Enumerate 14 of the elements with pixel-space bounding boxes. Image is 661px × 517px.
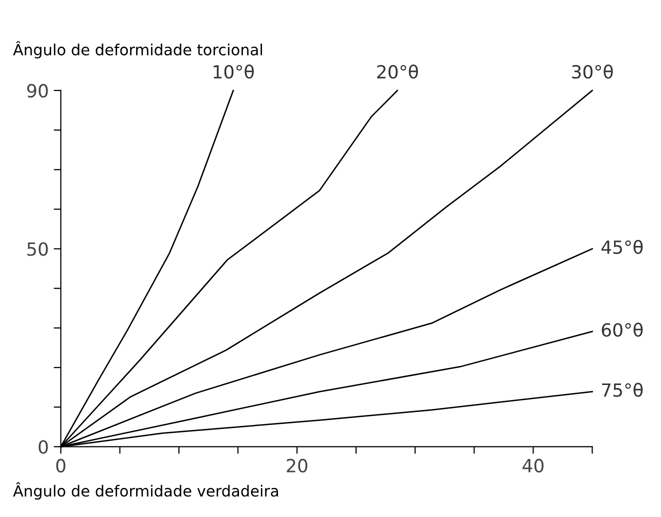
series-label: 20°θ	[377, 64, 418, 79]
y-tick-label: 0	[38, 440, 48, 454]
x-axis-title: Ângulo de deformidade verdadeira	[13, 482, 278, 500]
series-label: 75°θ	[602, 382, 643, 397]
series-label: 45°θ	[601, 240, 643, 254]
series-label: 30°θ	[572, 64, 613, 79]
series-label: 10°θ	[214, 64, 254, 79]
x-tick-label: 0	[56, 458, 66, 472]
y-tick-label: 90	[27, 84, 48, 98]
series-label: 60°θ	[602, 322, 643, 337]
x-tick-label: 20	[286, 458, 308, 472]
x-tick-label: 40	[522, 458, 544, 472]
y-axis-title: Ângulo de deformidade torcional	[13, 41, 262, 58]
y-tick-label: 50	[27, 242, 48, 256]
